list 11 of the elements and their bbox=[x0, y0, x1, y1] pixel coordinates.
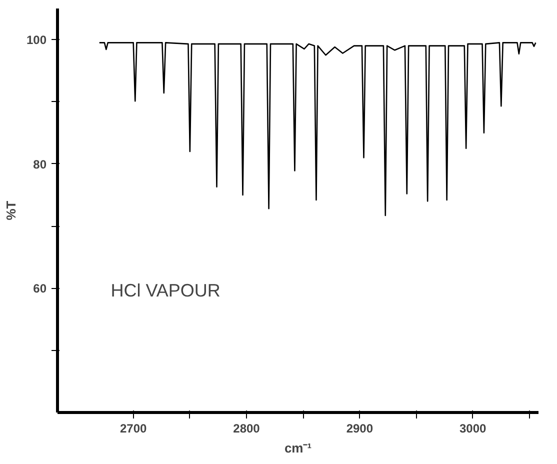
x-tick-label: 2800 bbox=[233, 422, 260, 436]
x-tick-label: 2700 bbox=[120, 422, 147, 436]
line-series bbox=[98, 42, 536, 216]
y-axis-title: %T bbox=[3, 200, 18, 220]
y-tick-label: 100 bbox=[26, 33, 47, 48]
x-tick-label: 2900 bbox=[346, 422, 374, 436]
y-tick-label: 60 bbox=[33, 282, 47, 296]
annotation: HCl VAPOUR bbox=[110, 280, 220, 301]
x-axis-title: cm⁻¹ bbox=[284, 440, 312, 456]
y-tick-label: 80 bbox=[33, 157, 47, 172]
x-tick-label: 3000 bbox=[460, 422, 487, 436]
